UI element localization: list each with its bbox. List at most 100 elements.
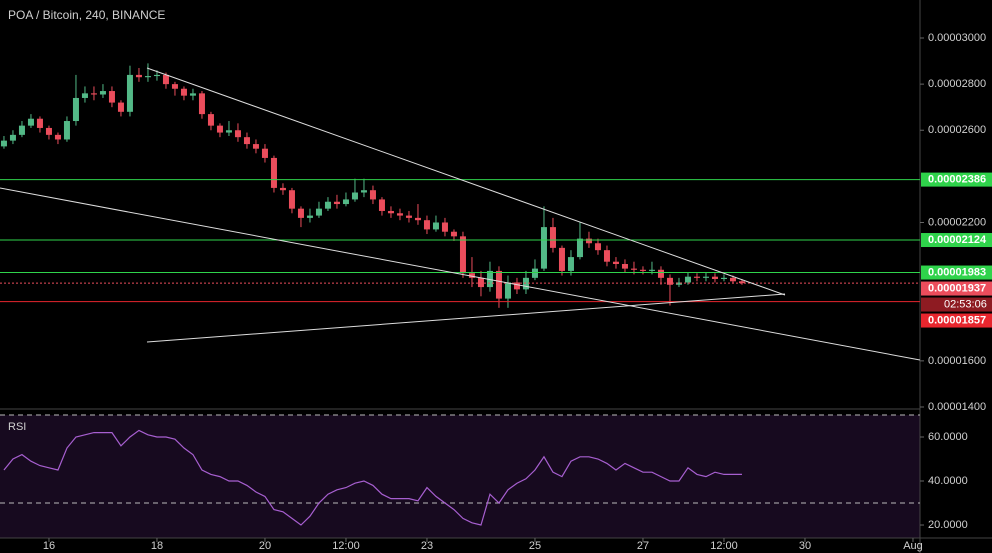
candle-body	[504, 282, 511, 299]
candle-body	[369, 190, 376, 200]
candle-body	[225, 130, 232, 133]
x-tick-label: Aug	[903, 540, 923, 552]
price-level-label-bg	[921, 233, 992, 248]
candle-body	[531, 268, 538, 278]
candle-body	[360, 190, 367, 193]
x-tick-label: 18	[151, 540, 163, 552]
candle-body	[729, 277, 736, 282]
candle-body	[135, 74, 142, 78]
candle-body	[450, 231, 457, 237]
x-tick-label: 20	[259, 540, 271, 552]
candle-body	[270, 157, 277, 188]
price-level-label: 0.00001857	[928, 314, 986, 326]
candle-body	[576, 238, 583, 258]
y-tick-label: 0.00003000	[928, 32, 986, 44]
candle-body	[486, 270, 493, 288]
candle-body	[693, 276, 700, 278]
x-tick-label: 30	[799, 540, 811, 552]
y-tick-label: 40.0000	[928, 475, 968, 487]
x-tick-label: 16	[43, 540, 55, 552]
candle-body	[27, 118, 34, 126]
candle-body	[63, 121, 70, 140]
candle-body	[612, 261, 619, 265]
y-tick-label: 0.00002600	[928, 124, 986, 136]
candle-body	[387, 210, 394, 214]
candle-body	[126, 74, 133, 112]
candle-body	[432, 222, 439, 230]
y-tick-label: 0.00002800	[928, 78, 986, 90]
candle-body	[513, 282, 520, 290]
candle-body	[648, 269, 655, 271]
candle-body	[585, 238, 592, 244]
candle-body	[468, 273, 475, 278]
countdown: 02:53:06	[944, 298, 987, 310]
candle-body	[351, 192, 358, 200]
candle-body	[234, 130, 241, 138]
candle-body	[477, 277, 484, 288]
candle-body	[108, 91, 115, 103]
candle-body	[117, 102, 124, 112]
candle-body	[675, 282, 682, 285]
candle-body	[738, 281, 745, 284]
candle-body	[621, 264, 628, 269]
candle-body	[594, 243, 601, 251]
candle-body	[666, 277, 673, 285]
candle-body	[342, 199, 349, 205]
trend-line	[0, 187, 921, 361]
candle-body	[54, 134, 61, 140]
candle-body	[216, 125, 223, 133]
candle-body	[324, 201, 331, 209]
candle-body	[495, 270, 502, 299]
candle-body	[405, 215, 412, 218]
candle-body	[171, 84, 178, 89]
candle-body	[189, 93, 196, 96]
candle-body	[423, 220, 430, 230]
candle-body	[162, 74, 169, 85]
price-level-label: 0.00002386	[928, 174, 986, 186]
trend-line	[146, 67, 786, 296]
candle-body	[459, 236, 466, 274]
y-tick-label: 20.0000	[928, 519, 968, 531]
price-level-label-bg	[921, 172, 992, 187]
candle-body	[396, 213, 403, 216]
x-tick-label: 12:00	[332, 540, 360, 552]
price-level-label: 0.00001937	[928, 282, 986, 294]
candle-body	[657, 269, 664, 278]
candle-body	[288, 190, 295, 209]
candle-body	[153, 74, 160, 77]
candle-body	[603, 250, 610, 262]
candle-body	[144, 76, 151, 78]
candle-body	[180, 88, 187, 96]
candle-body	[279, 187, 286, 191]
candle-body	[0, 140, 7, 147]
candle-body	[36, 118, 43, 128]
candle-body	[81, 93, 88, 98]
x-tick-label: 25	[529, 540, 541, 552]
candle-body	[414, 217, 421, 221]
price-level-label-bg	[921, 281, 992, 296]
drawings	[0, 67, 921, 361]
countdown-bg	[921, 297, 992, 312]
price-level-label-bg	[921, 313, 992, 328]
candle-body	[9, 134, 16, 141]
candle-body	[558, 247, 565, 271]
y-tick-label: 60.0000	[928, 431, 968, 443]
rsi-panel	[0, 415, 920, 538]
candle-body	[567, 257, 574, 271]
candle-body	[198, 93, 205, 115]
candle-body	[702, 276, 709, 278]
indicator-title: RSI	[8, 421, 26, 433]
candle-body	[306, 215, 313, 218]
x-tick-label: 23	[421, 540, 433, 552]
candle-body	[207, 114, 214, 126]
y-tick-label: 0.00002200	[928, 216, 986, 228]
candle-body	[378, 199, 385, 211]
candle-body	[243, 137, 250, 145]
candle-body	[252, 144, 259, 149]
candle-body	[333, 201, 340, 205]
candle-body	[315, 208, 322, 216]
candle-body	[45, 127, 52, 135]
candle-body	[441, 222, 448, 232]
price-level-label: 0.00002124	[928, 234, 987, 246]
